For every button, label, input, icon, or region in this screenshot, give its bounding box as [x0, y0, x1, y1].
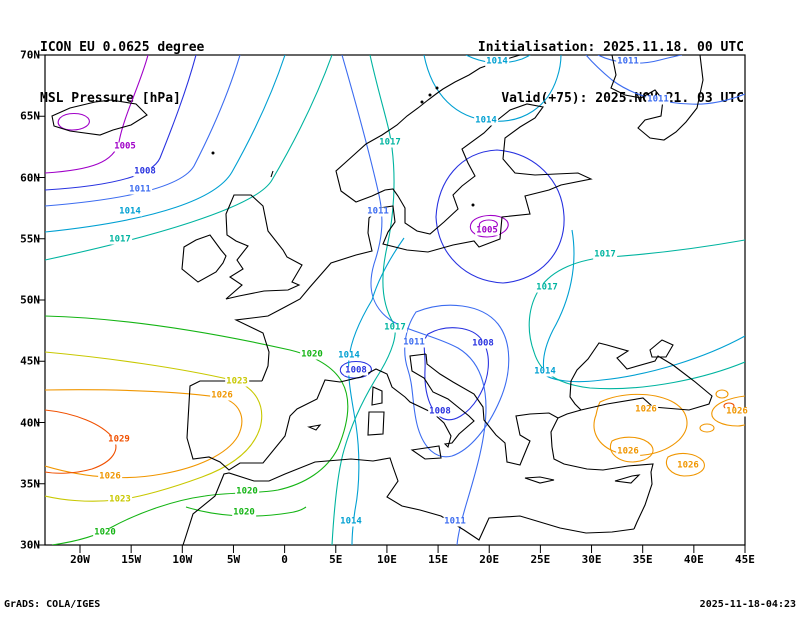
contour-1020 [185, 506, 307, 517]
coast-ireland [181, 234, 227, 283]
contour-1011 [45, 55, 241, 207]
coast-cyprus [614, 474, 641, 484]
contour-1029 [45, 409, 117, 474]
contour-1005 [57, 112, 90, 131]
contour-1014 [543, 229, 745, 383]
coast-iberia [186, 376, 362, 471]
coast-north-africa [182, 457, 635, 545]
contour-1014 [465, 55, 531, 64]
coast-italy [360, 353, 475, 449]
contour-1011 [597, 55, 683, 64]
coast-lofoten-islet [435, 86, 439, 90]
field-title: MSL Pressure [hPa] [40, 91, 181, 106]
contour-1008 [45, 55, 197, 191]
contour-1008 [339, 360, 372, 379]
coast-iceland [51, 99, 148, 136]
coast-turkey-levant [551, 446, 654, 530]
contour-1023 [45, 351, 263, 502]
contour-1026 [699, 423, 715, 433]
coast-great-britain [225, 194, 303, 300]
coast-mallorca [307, 424, 322, 431]
coast-balkans-greece [425, 353, 559, 466]
contour-1008 [423, 327, 489, 421]
coast-sicily [410, 445, 442, 460]
creation-timestamp: 2025-11-18-04:23 [699, 599, 796, 610]
init-time: Initialisation: 2025.11.18. 00 UTC [477, 40, 744, 55]
contour-1017 [528, 239, 745, 390]
contour-1020 [45, 315, 349, 545]
contour-1017 [45, 55, 333, 261]
coast-white-sea [610, 55, 704, 141]
coastlines [51, 55, 713, 545]
coast-faroe-islet [211, 151, 215, 155]
contour-1029 [723, 402, 735, 410]
contour-1014 [348, 237, 405, 545]
contour-1017 [331, 55, 396, 545]
contour-1005 [469, 214, 509, 238]
contour-1026 [715, 389, 729, 399]
axis-ticks [37, 54, 746, 553]
model-title: ICON EU 0.0625 degree [40, 40, 205, 55]
contour-1005 [478, 219, 498, 231]
map-frame [44, 54, 746, 546]
coast-gotland-islet [471, 203, 475, 207]
contour-1011 [341, 55, 487, 545]
coast-scandinavia-baltic [234, 55, 593, 382]
coast-azov-sea [649, 339, 674, 358]
contour-1026 [711, 395, 745, 427]
contour-1026 [666, 452, 705, 477]
contour-1026 [45, 389, 243, 479]
header-left: ICON EU 0.0625 degree MSL Pressure [hPa] [40, 5, 204, 141]
coast-corsica [371, 386, 383, 406]
contour-1014 [45, 55, 286, 233]
contour-1011 [585, 55, 745, 105]
contour-1026 [610, 436, 654, 463]
coast-shetland [270, 170, 274, 178]
coast-lofoten-islet [428, 93, 432, 97]
coast-sardinia [367, 411, 385, 436]
coast-black-sea [569, 342, 713, 411]
contour-1014 [423, 55, 562, 122]
contour-1011 [404, 304, 510, 458]
coast-bosphorus [557, 409, 582, 419]
coast-crete [524, 476, 555, 484]
contour-1008 [435, 149, 565, 284]
coast-lofoten-islet [420, 100, 424, 104]
contour-1005 [45, 55, 149, 174]
grads-credit: GrADS: COLA/IGES [4, 599, 101, 610]
